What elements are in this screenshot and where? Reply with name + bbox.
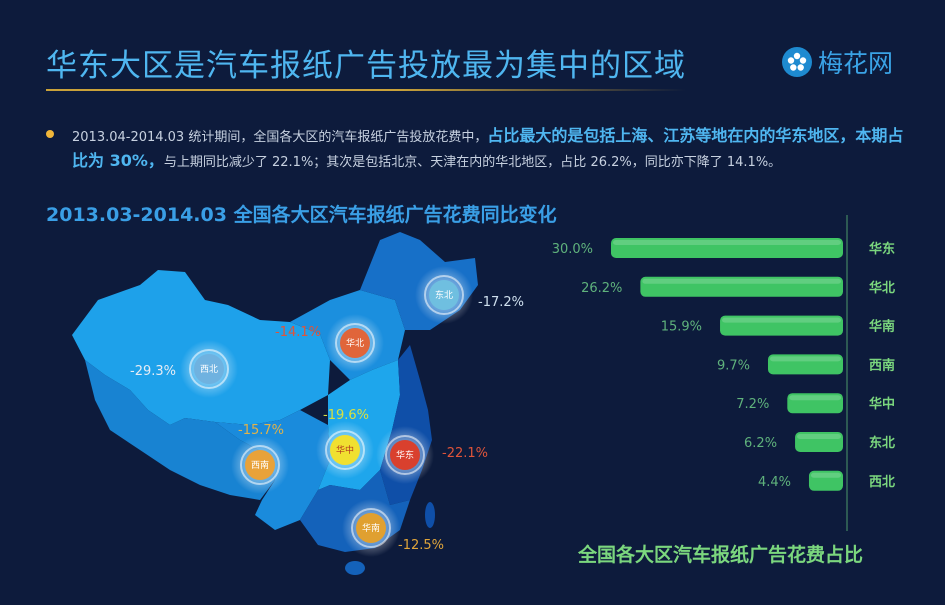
bar-category-label-1: 华北 <box>869 280 895 296</box>
bar-highlight-2 <box>722 317 841 323</box>
bar-value-label-4: 7.2% <box>736 397 769 412</box>
marker-label: 华中 <box>336 444 354 456</box>
marker-label: 西南 <box>251 459 269 471</box>
map-change-label-4: -15.7% <box>238 423 284 438</box>
marker-core <box>245 450 275 480</box>
bar-chart-title: 全国各大区汽车报纸广告花费占比 <box>578 544 864 566</box>
marker-core <box>340 328 370 358</box>
bar-value-label-2: 15.9% <box>661 320 702 335</box>
map-island-hainan <box>345 561 365 575</box>
logo-text: 梅花网 <box>818 49 894 78</box>
map-change-label-0: -29.3% <box>130 364 176 379</box>
marker-label: 华南 <box>362 522 380 534</box>
logo[interactable]: 梅花网 <box>782 44 893 80</box>
bar-6 <box>808 470 843 491</box>
map-change-label-3: -19.6% <box>323 408 369 423</box>
plum-blossom-icon <box>782 47 812 77</box>
map-chart-title: 2013.03-2014.03 全国各大区汽车报纸广告花费同比变化 <box>46 204 557 226</box>
marker-label: 西北 <box>200 364 218 375</box>
summary-paragraph: 2013.04-2014.03 统计期间，全国各大区的汽车报纸广告投放花费中，占… <box>72 124 910 174</box>
bar-4 <box>787 393 843 414</box>
bar-3 <box>767 354 843 375</box>
bar-value-label-5: 6.2% <box>744 436 777 451</box>
marker-label: 东北 <box>435 289 453 301</box>
map-change-label-6: -12.5% <box>398 538 444 553</box>
bar-category-label-6: 西北 <box>869 475 895 490</box>
marker-core <box>429 280 459 310</box>
bar-highlight-0 <box>613 240 841 245</box>
marker-ring <box>335 323 375 363</box>
marker-core <box>390 440 420 470</box>
map-change-label-5: -22.1% <box>442 446 488 461</box>
marker-ring <box>424 275 464 315</box>
bar-category-label-3: 西南 <box>869 357 895 373</box>
summary-text-1: 2013.04-2014.03 统计期间，全国各大区的汽车报纸广告投放花费中， <box>72 130 488 145</box>
map-region-tibet <box>85 360 275 500</box>
bar-category-label-2: 华南 <box>869 319 895 335</box>
map-marker-1: 华北 <box>326 314 384 372</box>
bar-value-label-1: 26.2% <box>581 281 622 296</box>
map-island-taiwan <box>425 502 435 528</box>
bar-1 <box>640 276 843 297</box>
region-share-bar-chart: 30.0% 华东 26.2% 华北 15.9% 华南 9.7% 西南 7.2% 华中 6.2% 东北 4… <box>552 215 895 531</box>
marker-core <box>356 513 386 543</box>
bar-category-label-4: 华中 <box>869 396 895 412</box>
bar-category-label-0: 华东 <box>869 241 895 257</box>
bar-value-label-0: 30.0% <box>552 242 593 257</box>
bar-highlight-4 <box>789 395 841 401</box>
summary-text-2: 与上期同比减少了 22.1%；其次是包括北京、天津在内的华北地区，占比 26.2… <box>163 155 782 170</box>
bar-value-label-3: 9.7% <box>717 358 750 373</box>
marker-ring <box>240 445 280 485</box>
bar-highlight-5 <box>797 434 841 439</box>
marker-ring <box>325 430 365 470</box>
marker-ring <box>189 349 229 389</box>
bar-highlight-3 <box>769 356 841 362</box>
marker-label: 华北 <box>346 337 364 349</box>
bar-value-label-6: 4.4% <box>758 475 791 490</box>
marker-label: 华东 <box>396 449 414 461</box>
title-underline <box>46 89 686 91</box>
marker-ring <box>385 435 425 475</box>
map-marker-5: 华东 <box>376 426 434 484</box>
map-change-label-2: -17.2% <box>478 295 524 310</box>
bar-highlight-6 <box>810 472 841 478</box>
map-marker-2: 东北 <box>415 266 473 324</box>
bar-2 <box>720 315 843 336</box>
bar-category-label-5: 东北 <box>869 435 895 451</box>
bullet-dot <box>46 130 54 138</box>
map-marker-0: 西北 <box>180 340 238 398</box>
bar-highlight-1 <box>642 278 841 284</box>
map-marker-4: 西南 <box>231 436 289 494</box>
page-title: 华东大区是汽车报纸广告投放最为集中的区域 <box>46 48 686 84</box>
marker-core <box>194 354 224 384</box>
bar-5 <box>795 432 843 452</box>
summary-highlight: 占比最大的是包括上海、江苏等地在内的华东地区，本期占比为 30%， <box>72 126 904 170</box>
map-marker-3: 华中 <box>316 421 374 479</box>
map-marker-6: 华南 <box>342 499 400 557</box>
bar-0 <box>611 238 843 258</box>
marker-ring <box>351 508 391 548</box>
marker-core <box>330 435 360 465</box>
map-change-label-1: -14.1% <box>275 325 321 340</box>
